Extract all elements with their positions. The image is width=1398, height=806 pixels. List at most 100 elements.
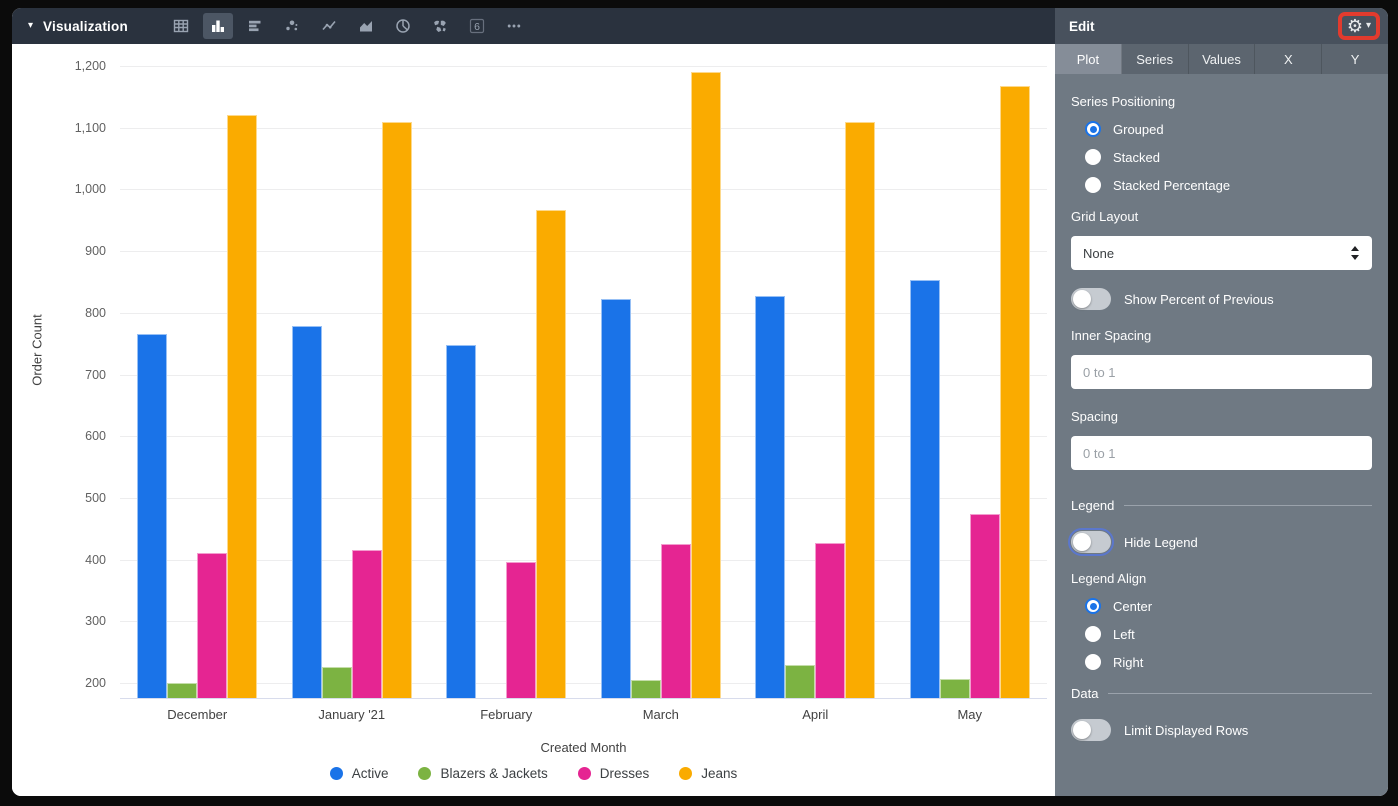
bar-dresses-february[interactable] <box>506 561 537 698</box>
radio-unselected-icon <box>1085 177 1101 193</box>
bar-dresses-april[interactable] <box>815 543 846 698</box>
edit-settings-menu-button[interactable]: ⚙ ▾ <box>1345 16 1373 36</box>
y-axis-tick-label: 400 <box>85 552 106 567</box>
chart-type-line-button[interactable] <box>314 13 344 39</box>
legend-align-option-right[interactable]: Right <box>1085 654 1372 670</box>
pie-icon <box>394 17 412 35</box>
legend-item-active[interactable]: Active <box>329 766 388 781</box>
radio-label: Stacked <box>1113 149 1160 165</box>
show-percent-of-previous-row: Show Percent of Previous <box>1071 288 1372 310</box>
data-section-header-row: Data <box>1071 686 1372 701</box>
x-axis-line <box>120 698 1047 699</box>
legend-section-header: Legend <box>1071 498 1115 513</box>
bar-blazers-jackets-april[interactable] <box>785 665 816 698</box>
bar-active-may[interactable] <box>909 280 940 698</box>
legend-item-jeans[interactable]: Jeans <box>679 766 737 781</box>
y-axis-tick-label: 700 <box>85 367 106 382</box>
legend-item-dresses[interactable]: Dresses <box>577 766 650 781</box>
y-axis-tick-label: 1,000 <box>74 182 106 197</box>
single-value-icon: 6 <box>468 17 486 35</box>
chart-type-bar-button[interactable] <box>240 13 270 39</box>
series-positioning-option-stacked-percentage[interactable]: Stacked Percentage <box>1085 177 1372 193</box>
visualization-toolbar: ▾ Visualization 6 <box>12 8 1055 44</box>
y-axis-tick-label: 900 <box>85 244 106 259</box>
bar-active-february[interactable] <box>446 344 477 698</box>
legend-label: Dresses <box>599 766 650 781</box>
gridline <box>120 436 1047 438</box>
chart-type-area-button[interactable] <box>351 13 381 39</box>
bar-jeans-may[interactable] <box>999 85 1030 698</box>
map-icon <box>431 17 449 35</box>
series-positioning-radio-group: Grouped Stacked Stacked Percentage <box>1071 121 1372 193</box>
limit-displayed-rows-toggle[interactable] <box>1071 719 1111 741</box>
column-icon <box>209 17 227 35</box>
show-percent-of-previous-toggle[interactable] <box>1071 288 1111 310</box>
chart-type-column-button[interactable] <box>202 13 233 39</box>
tab-values[interactable]: Values <box>1189 44 1256 74</box>
y-axis-tick-label: 800 <box>85 305 106 320</box>
bar-jeans-january-21[interactable] <box>381 122 412 698</box>
bar-dresses-december[interactable] <box>197 552 228 698</box>
y-axis-tick-label: 300 <box>85 614 106 629</box>
bar-active-april[interactable] <box>755 295 786 698</box>
chart-column: ▾ Visualization 6 Order Count 200 300 400 5… <box>12 8 1055 796</box>
visualization-collapse-button[interactable]: ▾ Visualization <box>28 19 128 34</box>
x-axis-category-label: February <box>480 707 533 722</box>
legend-item-blazers-jackets[interactable]: Blazers & Jackets <box>418 766 548 781</box>
chart-legend: Active Blazers & Jackets Dresses Jeans <box>12 766 1055 781</box>
divider-line <box>1108 693 1372 694</box>
y-axis-tick-label: 600 <box>85 429 106 444</box>
legend-dot-icon <box>679 767 693 780</box>
toggle-knob <box>1073 533 1091 551</box>
tab-series[interactable]: Series <box>1122 44 1189 74</box>
bar-active-january-21[interactable] <box>291 325 322 698</box>
bar-dresses-march[interactable] <box>660 544 691 698</box>
bar-blazers-jackets-january-21[interactable] <box>321 666 352 698</box>
bar-active-december[interactable] <box>137 333 168 698</box>
grid-layout-select[interactable]: None <box>1071 236 1372 270</box>
bar-active-march[interactable] <box>600 298 631 698</box>
chart-type-table-button[interactable] <box>166 13 196 39</box>
gridline <box>120 127 1047 129</box>
series-positioning-option-grouped[interactable]: Grouped <box>1085 121 1372 137</box>
bar-dresses-january-21[interactable] <box>351 550 382 698</box>
x-axis-category-label: March <box>642 707 679 722</box>
edit-panel-header: Edit ⚙ ▾ <box>1055 8 1388 44</box>
bar-blazers-jackets-march[interactable] <box>630 680 661 698</box>
updown-arrows-icon <box>1350 245 1360 261</box>
legend-align-option-center[interactable]: Center <box>1085 598 1372 614</box>
area-icon <box>357 17 375 35</box>
toggle-knob <box>1073 721 1091 739</box>
bar-dresses-may[interactable] <box>969 514 1000 698</box>
radio-unselected-icon <box>1085 654 1101 670</box>
gridline <box>120 683 1047 685</box>
bar-jeans-february[interactable] <box>536 209 567 698</box>
chart-type-scatter-button[interactable] <box>277 13 307 39</box>
legend-align-option-left[interactable]: Left <box>1085 626 1372 642</box>
tab-y[interactable]: Y <box>1350 51 1360 67</box>
spacing-input[interactable] <box>1071 436 1372 470</box>
hide-legend-toggle[interactable] <box>1067 527 1115 557</box>
chart-type-pie-button[interactable] <box>388 13 418 39</box>
chart-type-more-button[interactable] <box>499 13 529 39</box>
x-axis-title: Created Month <box>540 740 627 755</box>
toggle-knob <box>1073 290 1091 308</box>
gridline <box>120 559 1047 561</box>
chart-type-map-button[interactable] <box>425 13 455 39</box>
bar-jeans-march[interactable] <box>690 72 721 698</box>
bar-blazers-jackets-december[interactable] <box>167 682 198 698</box>
radio-label: Left <box>1113 626 1135 642</box>
bar-jeans-april[interactable] <box>845 122 876 698</box>
tab-plot[interactable]: Plot <box>1055 44 1122 74</box>
legend-label: Jeans <box>701 766 738 781</box>
series-positioning-label: Series Positioning <box>1071 94 1176 109</box>
bar-blazers-jackets-may[interactable] <box>939 678 970 698</box>
gridline <box>120 497 1047 499</box>
inner-spacing-input[interactable] <box>1071 355 1372 389</box>
chart-type-single-value-button[interactable]: 6 <box>462 13 492 39</box>
edit-panel-title: Edit <box>1069 18 1095 34</box>
tab-x[interactable]: X <box>1255 44 1323 74</box>
series-positioning-option-stacked[interactable]: Stacked <box>1085 149 1372 165</box>
bar-jeans-december[interactable] <box>227 114 258 698</box>
plot-area: 200 300 400 500 600 700 800 900 1,000 1,100 1,200 D… <box>75 56 1047 722</box>
